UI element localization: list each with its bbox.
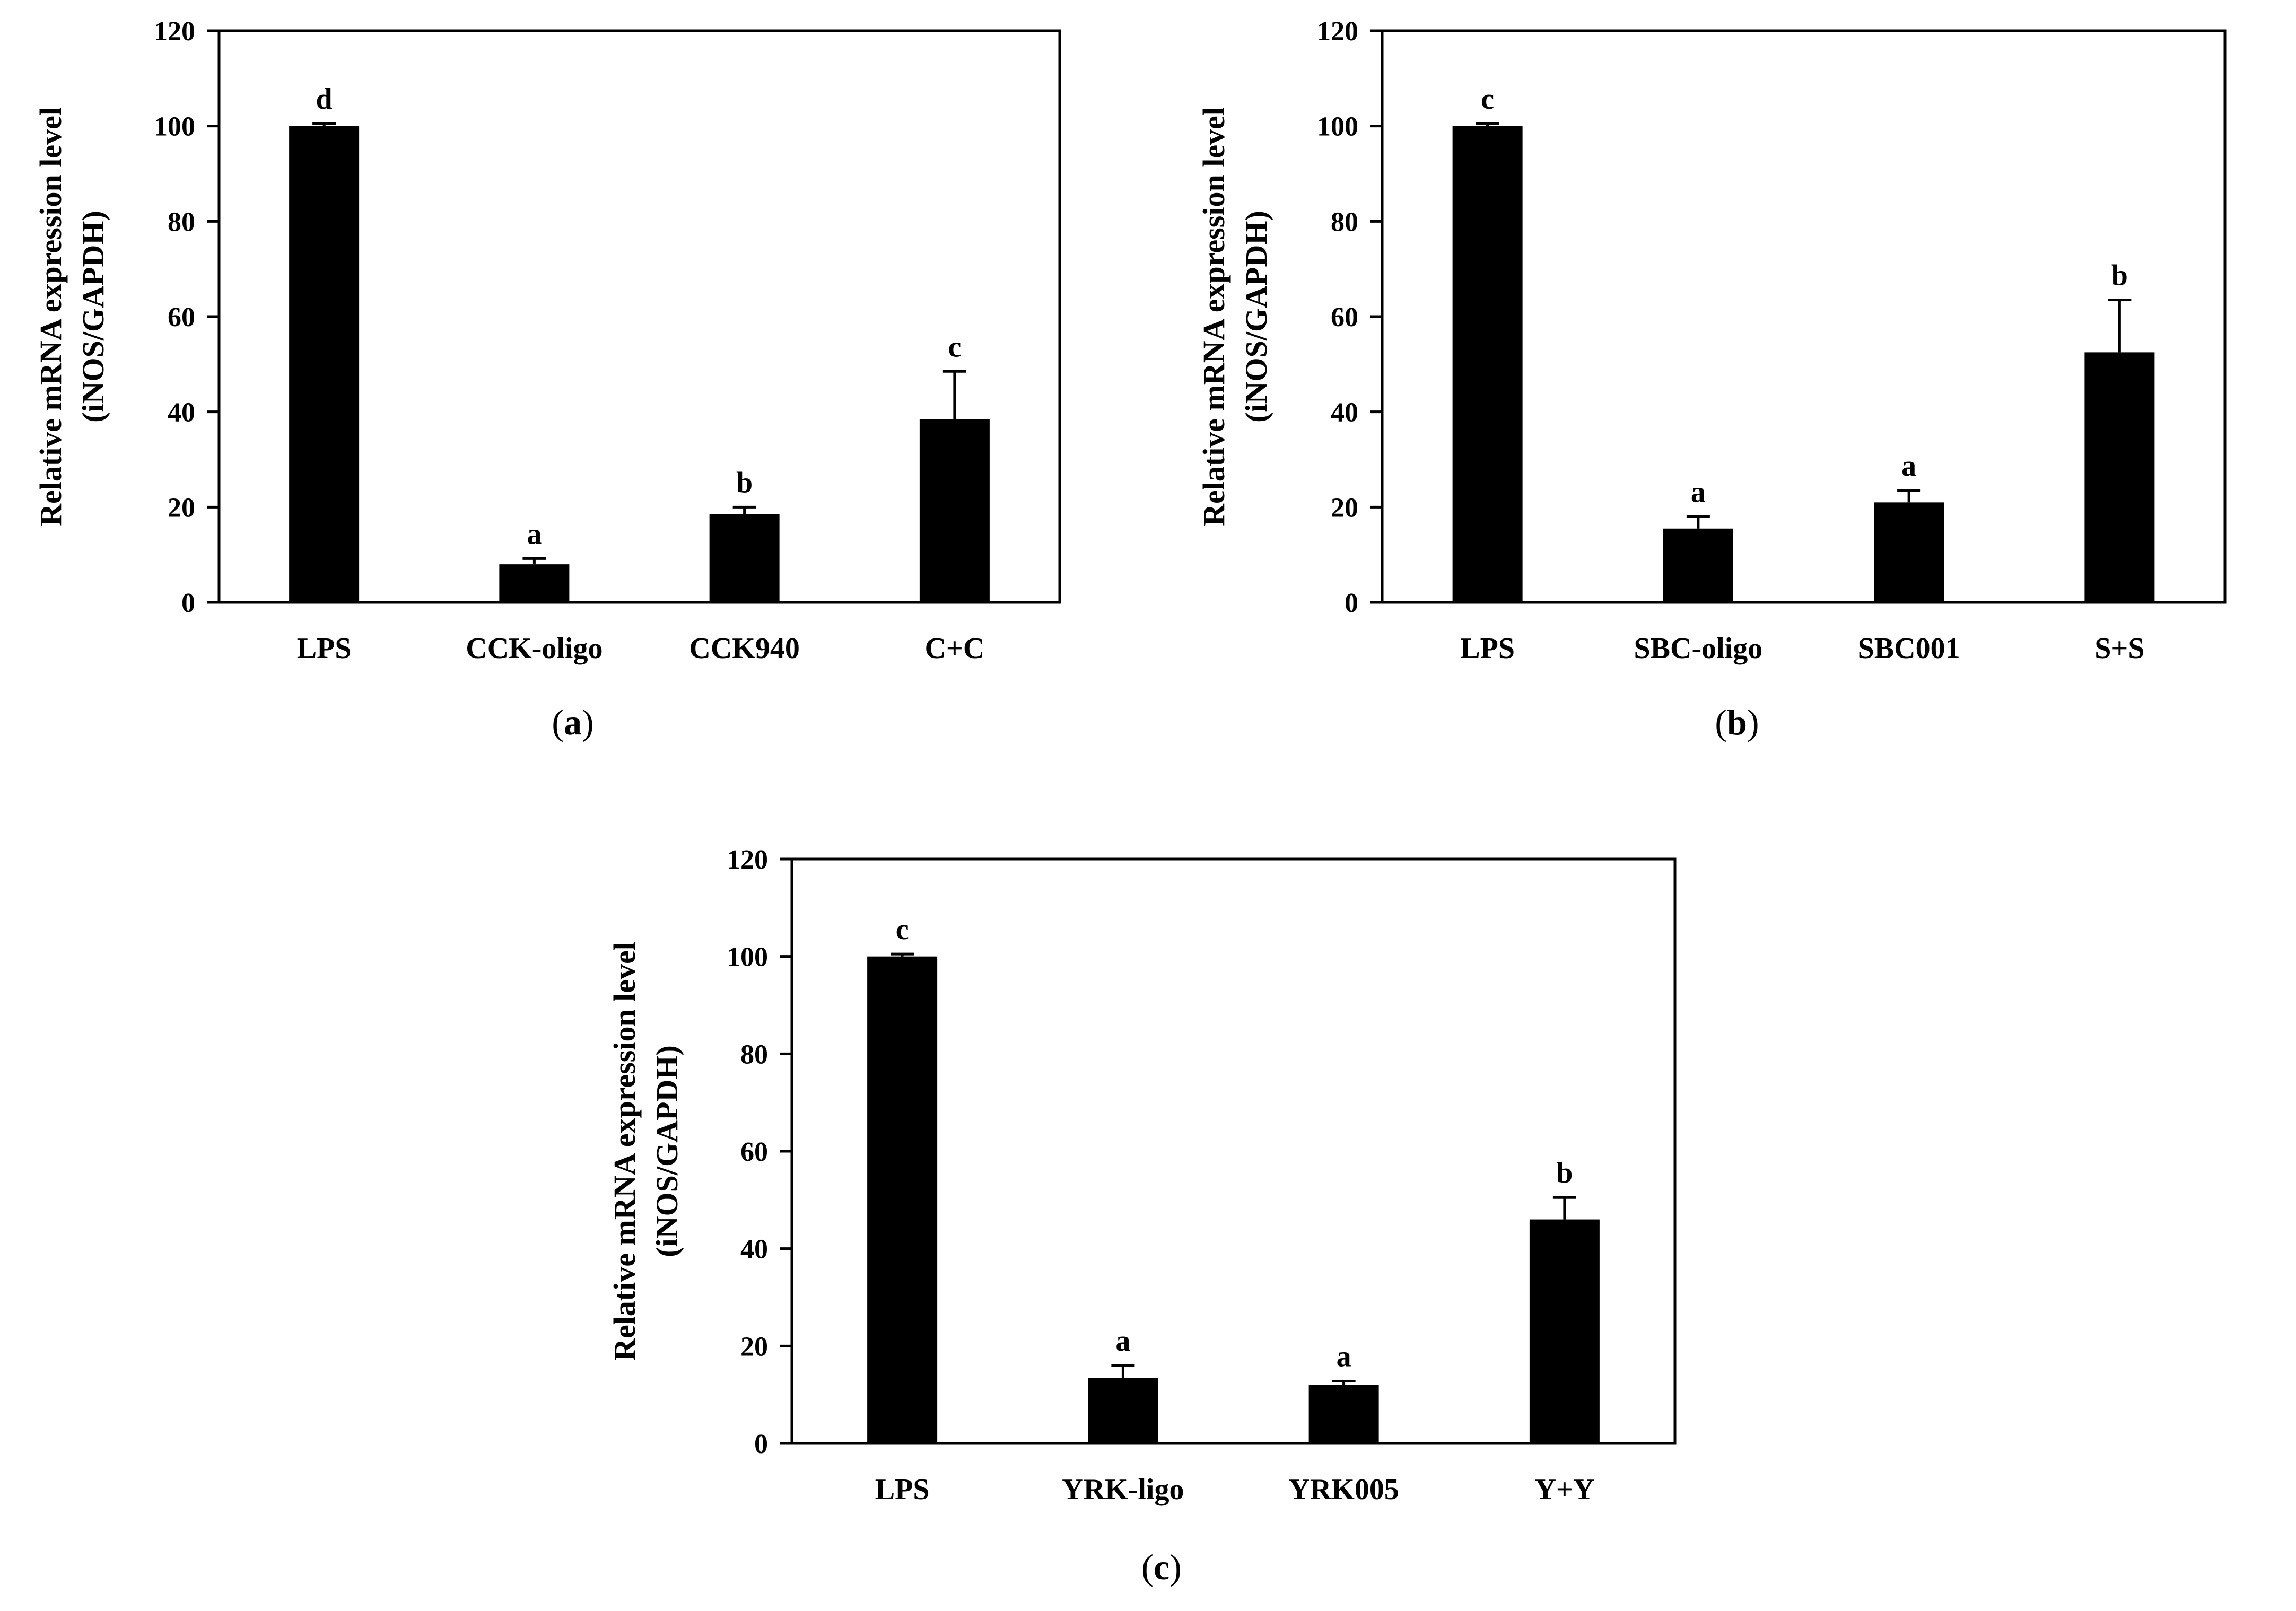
x-category-label: CCK940 <box>689 632 799 665</box>
significance-label: c <box>1481 83 1494 116</box>
chart-panel-c: 0 20 40 60 80 100 120 Relative mRNA expression … <box>607 845 1677 1587</box>
x-category-label: C+C <box>924 632 984 665</box>
panel-caption-open: ( <box>1715 702 1727 742</box>
panel-caption-close: ) <box>1747 702 1759 742</box>
y-tick-label: 20 <box>1331 493 1358 523</box>
significance-label: c <box>948 330 961 363</box>
x-category-label: LPS <box>297 632 352 665</box>
panel-caption-letter: a <box>564 702 582 742</box>
bar <box>2084 352 2155 602</box>
y-tick-label: 80 <box>1331 207 1358 237</box>
x-category-label: LPS <box>1460 632 1515 665</box>
panel-caption-open: ( <box>552 702 564 742</box>
significance-label: b <box>2111 259 2128 292</box>
bar <box>1452 126 1523 602</box>
y-tick-label: 100 <box>154 112 195 142</box>
y-tick-label: 40 <box>168 398 195 428</box>
significance-label: b <box>1556 1157 1573 1189</box>
y-tick-label: 120 <box>154 16 195 47</box>
y-axis-label-units: (iNOS/GAPDH) <box>76 211 110 423</box>
bar <box>499 564 570 602</box>
panel-caption-close: ) <box>582 702 594 742</box>
panel-caption-open: ( <box>1141 1547 1154 1587</box>
chart-panel-b: 0 20 40 60 80 100 120 Relative mRNA expression … <box>1197 16 2227 742</box>
panel-caption: (a) <box>552 702 593 742</box>
y-tick-label: 80 <box>168 207 195 237</box>
x-category-label: S+S <box>2094 632 2144 665</box>
y-tick-label: 100 <box>1317 112 1358 142</box>
significance-label: a <box>1901 450 1916 483</box>
y-tick-label: 20 <box>740 1332 768 1362</box>
bar <box>1874 502 1944 602</box>
x-category-label: LPS <box>875 1473 930 1506</box>
y-tick-label: 0 <box>181 588 195 618</box>
significance-label: a <box>1337 1340 1351 1373</box>
bar <box>1088 1378 1158 1443</box>
y-tick-label: 60 <box>740 1137 768 1167</box>
y-tick-label: 40 <box>740 1234 768 1265</box>
y-tick-label: 60 <box>168 302 195 332</box>
x-category-label: YRK005 <box>1288 1473 1399 1506</box>
y-tick-label: 20 <box>168 493 195 523</box>
significance-label: c <box>896 913 909 946</box>
y-axis-label: Relative mRNA expression level <box>33 107 68 526</box>
bar <box>1663 528 1733 602</box>
panel-caption: (b) <box>1715 702 1759 742</box>
y-tick-label: 40 <box>1331 398 1358 428</box>
y-tick-label: 0 <box>1345 588 1358 618</box>
x-category-label: SBC001 <box>1858 632 1960 665</box>
chart-panel-a: 0 20 40 60 80 100 120 Relative mRNA expression … <box>33 16 1061 742</box>
panel-caption-close: ) <box>1169 1547 1182 1587</box>
significance-label: a <box>1115 1325 1130 1358</box>
y-tick-label: 100 <box>727 942 768 973</box>
panel-caption: (c) <box>1141 1547 1182 1587</box>
y-tick-label: 120 <box>1317 16 1358 47</box>
y-axis-label: Relative mRNA expression level <box>607 942 642 1361</box>
significance-label: a <box>527 518 542 550</box>
y-tick-label: 120 <box>727 845 768 875</box>
y-axis-label: Relative mRNA expression level <box>1197 107 1231 526</box>
bar <box>867 956 938 1443</box>
bar <box>1308 1385 1379 1443</box>
bar <box>709 514 780 602</box>
y-tick-label: 0 <box>754 1429 768 1459</box>
bar <box>289 126 360 602</box>
x-category-label: CCK-oligo <box>466 632 603 665</box>
bar <box>1529 1219 1600 1443</box>
y-tick-label: 80 <box>740 1039 768 1070</box>
significance-label: b <box>736 466 753 499</box>
x-category-label: YRK-ligo <box>1062 1473 1184 1506</box>
bar <box>919 419 990 602</box>
y-tick-label: 60 <box>1331 302 1358 332</box>
y-axis-label-units: (iNOS/GAPDH) <box>650 1045 684 1257</box>
y-axis-label-units: (iNOS/GAPDH) <box>1239 211 1273 423</box>
panel-caption-letter: b <box>1727 702 1747 742</box>
significance-label: a <box>1691 476 1706 509</box>
x-category-label: Y+Y <box>1534 1473 1594 1506</box>
x-category-label: SBC-oligo <box>1634 632 1763 665</box>
panel-caption-letter: c <box>1154 1547 1169 1587</box>
significance-label: d <box>316 83 333 116</box>
